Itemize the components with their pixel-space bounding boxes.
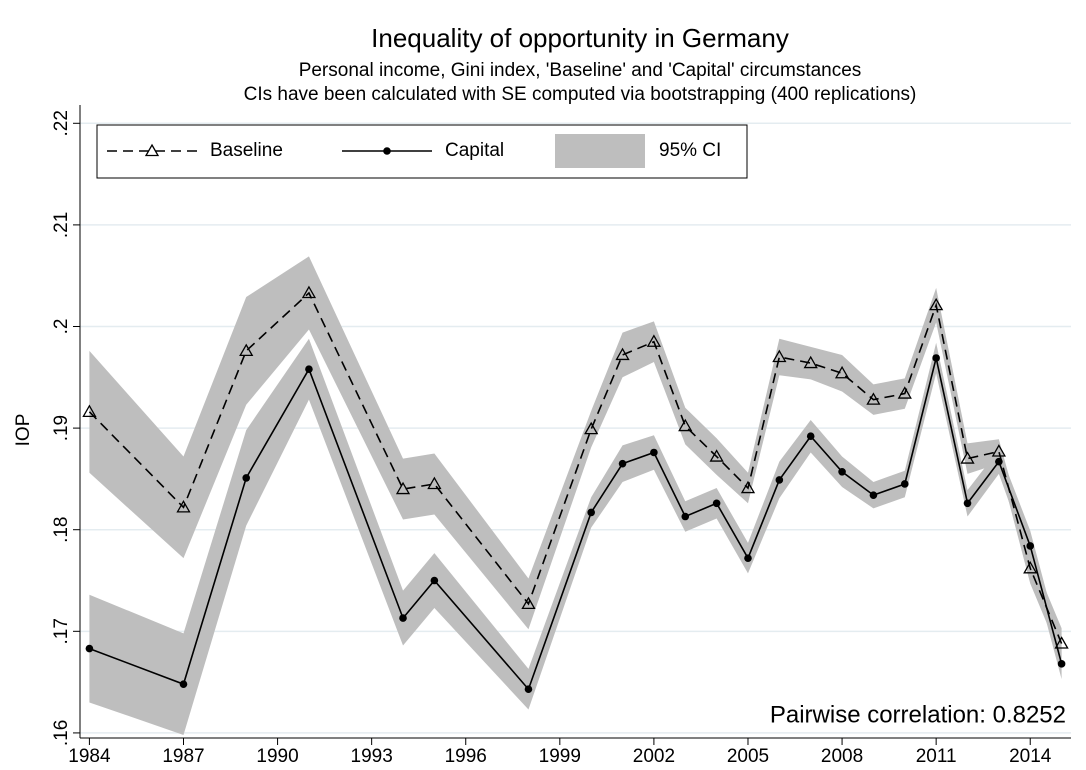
- y-tick-label: .17: [51, 618, 72, 644]
- marker: [995, 457, 1003, 466]
- marker: [929, 297, 944, 311]
- marker: [803, 355, 818, 369]
- marker: [838, 467, 846, 476]
- marker: [521, 596, 536, 610]
- marker: [897, 386, 912, 399]
- marker: [85, 644, 94, 653]
- y-tick-label: .21: [51, 212, 72, 238]
- x-tick-label: 1987: [162, 746, 204, 767]
- marker: [681, 512, 690, 521]
- legend: Baseline Capital 95% CI: [96, 124, 748, 179]
- marker: [399, 614, 407, 622]
- marker: [524, 685, 533, 694]
- annotation: Pairwise correlation: 0.8252: [770, 701, 1066, 728]
- x-tick-label: 1999: [539, 746, 581, 767]
- marker: [239, 343, 254, 357]
- x-tick-label: 1993: [351, 746, 393, 767]
- x-tick-label: 2008: [821, 746, 863, 767]
- legend-swatch: [555, 134, 645, 168]
- chart-subtitle: Personal income, Gini index, 'Baseline' …: [299, 60, 862, 81]
- y-tick-label: .18: [51, 516, 72, 542]
- x-tick-label: 2005: [727, 746, 769, 767]
- marker: [646, 334, 662, 347]
- x-tick-label: 1996: [445, 746, 487, 767]
- y-tick-label: .19: [51, 415, 72, 441]
- marker: [427, 476, 442, 490]
- legend-marker: [383, 147, 391, 155]
- marker: [179, 680, 188, 688]
- marker: [615, 347, 630, 361]
- marker: [932, 354, 940, 362]
- y-tick-label: .16: [51, 720, 72, 746]
- marker: [869, 491, 878, 499]
- series-line: [88, 291, 1063, 644]
- y-tick-label: .2: [51, 319, 72, 335]
- marker: [678, 418, 693, 432]
- legend-label: Capital: [445, 140, 504, 161]
- chart-title: Inequality of opportunity in Germany: [371, 23, 789, 53]
- ci-bands: [89, 256, 1062, 735]
- marker: [1026, 542, 1035, 550]
- marker: [1057, 660, 1066, 668]
- marker: [900, 480, 909, 488]
- y-axis-label: IOP: [13, 414, 34, 447]
- marker: [305, 365, 313, 373]
- chart-subtitle: CIs have been calculated with SE compute…: [244, 84, 917, 105]
- marker: [709, 449, 724, 462]
- y-tick-label: .22: [51, 110, 72, 136]
- marker: [430, 576, 439, 585]
- marker: [963, 499, 972, 508]
- x-tick-label: 2002: [633, 746, 675, 767]
- legend-marker: [144, 143, 160, 157]
- marker: [866, 392, 881, 405]
- x-tick-label: 1984: [68, 746, 111, 767]
- marker: [1023, 561, 1038, 574]
- marker: [176, 500, 191, 513]
- x-tick-label: 2014: [1009, 746, 1052, 767]
- marker: [618, 459, 627, 468]
- marker: [806, 432, 815, 441]
- marker: [712, 499, 721, 508]
- marker: [587, 508, 595, 517]
- legend-label: 95% CI: [659, 140, 721, 161]
- marker: [1054, 636, 1069, 649]
- marker: [242, 474, 251, 482]
- marker: [834, 365, 850, 379]
- x-tick-label: 1990: [256, 746, 298, 767]
- marker: [82, 404, 97, 417]
- ci-band: [89, 338, 1062, 735]
- legend-label: Baseline: [210, 140, 283, 161]
- marker: [301, 285, 317, 299]
- x-tick-label: 2011: [916, 746, 957, 767]
- marker: [744, 554, 752, 562]
- marker: [772, 349, 787, 363]
- marker: [395, 481, 411, 495]
- ci-band: [89, 256, 1062, 659]
- marker: [740, 480, 756, 494]
- marker: [960, 451, 975, 464]
- lines: [82, 285, 1069, 694]
- marker: [650, 448, 658, 457]
- marker: [775, 476, 784, 484]
- marker: [991, 444, 1006, 457]
- marker: [584, 421, 599, 435]
